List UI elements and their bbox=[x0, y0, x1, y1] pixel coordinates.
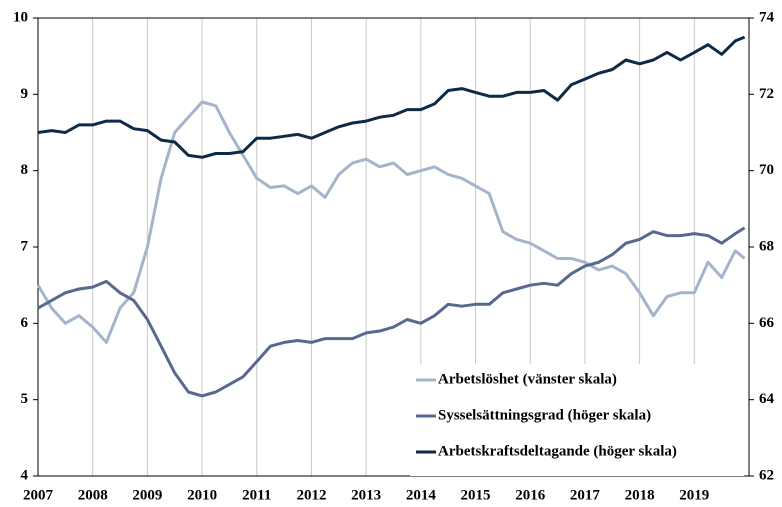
y-tick-label: 8 bbox=[21, 162, 29, 178]
y2-tick-label: 64 bbox=[759, 391, 775, 407]
legend-label: Arbetskraftsdeltagande (höger skala) bbox=[438, 443, 677, 459]
y-tick-label: 7 bbox=[21, 238, 29, 254]
x-tick-label: 2010 bbox=[187, 487, 217, 503]
y-tick-label: 6 bbox=[21, 315, 29, 331]
x-tick-label: 2019 bbox=[679, 487, 709, 503]
x-tick-label: 2008 bbox=[78, 487, 108, 503]
y2-tick-label: 70 bbox=[759, 162, 774, 178]
x-tick-label: 2007 bbox=[23, 487, 54, 503]
legend-label: Sysselsättningsgrad (höger skala) bbox=[438, 407, 651, 423]
x-tick-label: 2016 bbox=[515, 487, 546, 503]
y2-tick-label: 66 bbox=[759, 315, 775, 331]
x-tick-label: 2014 bbox=[406, 487, 437, 503]
y2-tick-label: 68 bbox=[759, 238, 774, 254]
line-series bbox=[37, 226, 746, 398]
y-tick-label: 9 bbox=[21, 86, 29, 102]
x-tick-label: 2011 bbox=[242, 487, 271, 503]
y2-tick-label: 72 bbox=[759, 86, 774, 102]
y-tick-label: 10 bbox=[13, 9, 28, 25]
y-tick-label: 5 bbox=[21, 391, 29, 407]
y-tick-label: 4 bbox=[21, 467, 29, 483]
y2-tick-label: 62 bbox=[759, 467, 774, 483]
x-tick-label: 2017 bbox=[570, 487, 601, 503]
line-series bbox=[37, 35, 746, 159]
legend-label: Arbetslöshet (vänster skala) bbox=[438, 371, 617, 387]
x-tick-label: 2012 bbox=[296, 487, 326, 503]
x-tick-label: 2015 bbox=[461, 487, 491, 503]
x-tick-label: 2018 bbox=[625, 487, 655, 503]
y2-tick-label: 74 bbox=[759, 9, 775, 25]
plot-frame bbox=[37, 17, 750, 477]
x-tick-label: 2009 bbox=[132, 487, 162, 503]
x-tick-label: 2013 bbox=[351, 487, 381, 503]
line-series bbox=[36, 100, 746, 344]
legend-box bbox=[410, 364, 744, 476]
